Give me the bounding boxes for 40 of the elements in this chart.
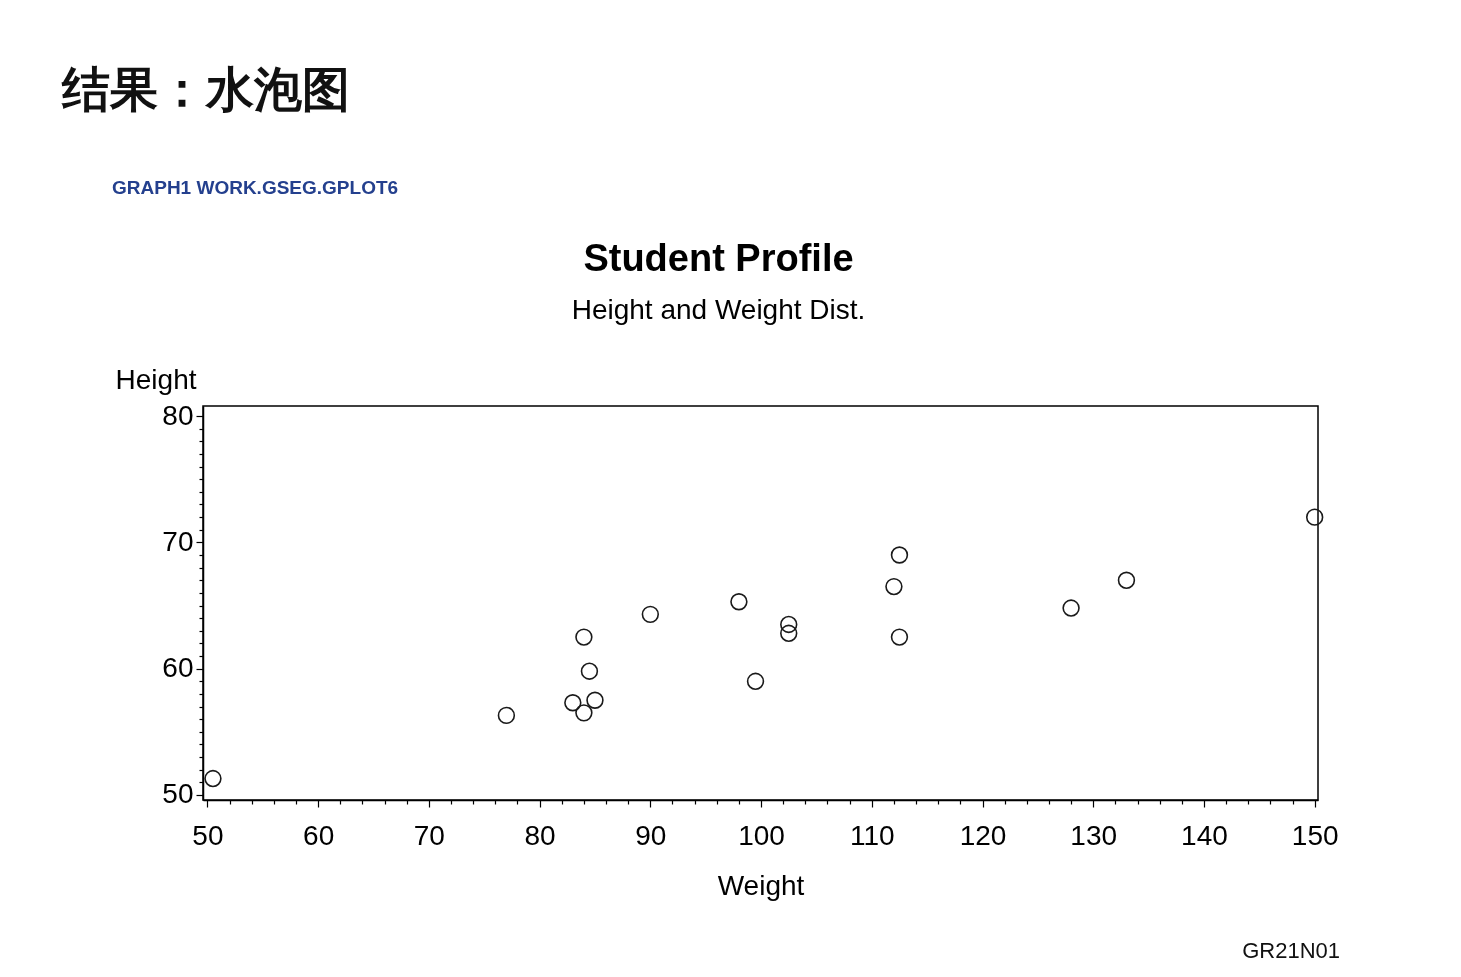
point (575, 628, 593, 646)
caption: GRAPH1 WORK.GSEG.GPLOT6 (112, 177, 399, 198)
x-tick-label: 100 (738, 819, 785, 851)
y-tick-label: 80 (162, 399, 194, 431)
point (890, 546, 909, 564)
point (586, 691, 604, 709)
point (780, 624, 798, 642)
chart-subtitle: Height and Weight Dist. (571, 294, 866, 325)
point (885, 577, 903, 596)
point (890, 628, 909, 646)
point (564, 694, 582, 712)
point (746, 672, 765, 690)
x-tick-label: 90 (635, 819, 667, 851)
x-tick-label: 50 (192, 819, 224, 851)
y-tick-label: 50 (162, 778, 194, 810)
point (730, 593, 748, 611)
x-tick-label: 110 (849, 819, 895, 851)
point (1305, 508, 1324, 526)
point (1062, 599, 1080, 617)
x-tick-label: 80 (524, 819, 556, 851)
point (580, 662, 599, 680)
text: 结果：水泡图 (61, 63, 350, 116)
point (204, 769, 222, 788)
x-tick-label: 70 (413, 819, 445, 851)
y-axis-title: Height (115, 363, 197, 395)
chart-title: Student Profile (583, 237, 854, 279)
y-tick-label: 60 (162, 652, 194, 684)
x-tick-label: 120 (959, 819, 1007, 851)
x-tick-label: 140 (1181, 819, 1228, 851)
text: GR21N01 (1242, 938, 1340, 963)
x-axis-title: Weight (717, 869, 805, 901)
x-tick-label: 130 (1070, 819, 1118, 851)
y-tick-label: 70 (162, 525, 194, 557)
point (497, 706, 516, 725)
x-tick-label: 60 (303, 819, 335, 851)
point (1117, 571, 1136, 589)
point (641, 605, 660, 624)
x-tick-label: 150 (1291, 819, 1339, 851)
point (575, 704, 593, 722)
point (780, 615, 798, 634)
